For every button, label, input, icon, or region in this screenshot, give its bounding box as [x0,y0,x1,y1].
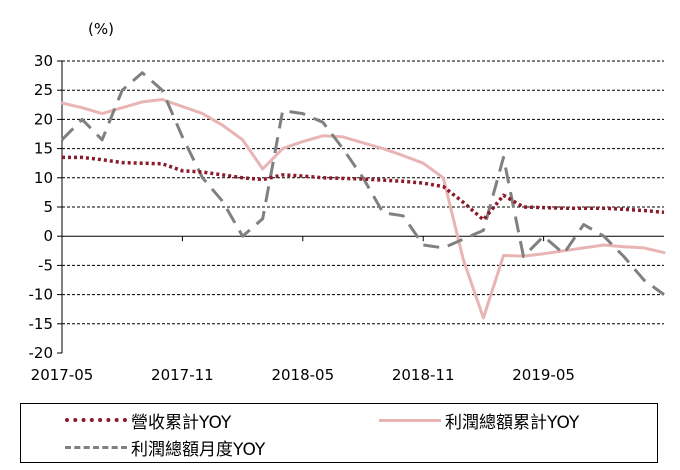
legend: 營收累計YOY 利潤總額累計YOY 利潤總額月度YOY [20,403,658,463]
y-tick-label: 0 [43,227,53,245]
y-tick-label: -20 [29,344,54,362]
legend-label-profit-cumulative: 利潤總額累計YOY [445,412,580,433]
series-line-2 [60,71,665,296]
y-tick-label: -10 [29,286,54,304]
series-line-1 [60,98,666,320]
series-line-0 [62,155,665,222]
axes [57,60,664,354]
y-tick-label: -5 [38,256,53,274]
y-tick-label: 15 [34,140,53,158]
x-tick-label: 2018-05 [271,366,334,384]
series-lines [60,71,666,320]
y-tick-label: 30 [34,52,53,70]
x-tick-label: 2017-05 [31,366,94,384]
legend-swatch-profit-monthly [65,445,127,449]
y-unit-label: (%) [88,20,114,38]
x-tick-label: 2018-11 [392,366,455,384]
x-tick-labels: 2017-05 2017-11 2018-05 2018-11 2019-05 [31,366,575,384]
y-tick-label: 20 [34,110,53,128]
legend-label-revenue: 營收累計YOY [131,412,232,433]
y-tick-label: 5 [43,198,53,216]
x-tick-label: 2019-05 [512,366,575,384]
legend-item-profit-monthly: 利潤總額月度YOY [65,435,266,460]
x-tick-label: 2017-11 [151,366,214,384]
legend-label-profit-monthly: 利潤總額月度YOY [131,439,266,460]
y-tick-label: 25 [34,81,53,99]
legend-swatch-profit-cumulative [379,418,441,422]
y-tick-labels: 30 25 20 15 10 5 0 -5 -10 -15 -20 [29,52,54,362]
legend-item-revenue: 營收累計YOY [65,408,232,433]
legend-swatch-revenue [65,418,127,422]
y-tick-label: -15 [29,315,54,333]
y-tick-label: 10 [34,169,53,187]
legend-item-profit-cumulative: 利潤總額累計YOY [379,408,580,433]
